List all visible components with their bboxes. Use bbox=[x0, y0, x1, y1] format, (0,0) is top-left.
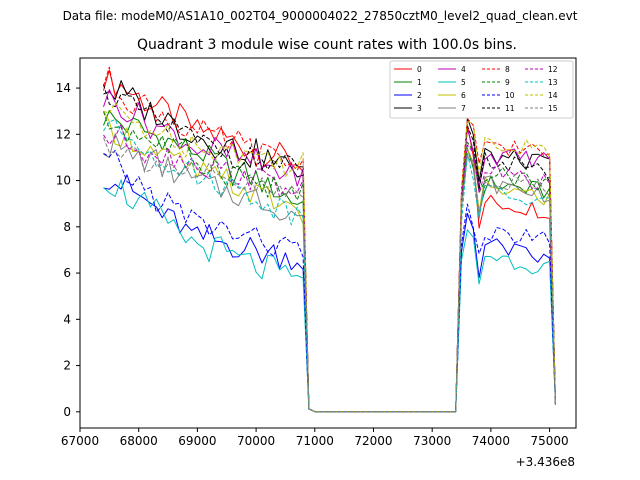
legend-label-4: 4 bbox=[461, 65, 466, 74]
legend-label-8: 8 bbox=[505, 65, 510, 74]
series-line-5 bbox=[103, 179, 556, 413]
series-line-8 bbox=[103, 66, 556, 413]
x-tick-label: 67000 bbox=[61, 434, 99, 448]
legend-label-3: 3 bbox=[417, 104, 422, 113]
series-line-11 bbox=[103, 84, 556, 413]
legend-label-14: 14 bbox=[548, 91, 558, 100]
x-tick-label: 74000 bbox=[472, 434, 510, 448]
series-line-14 bbox=[103, 102, 556, 413]
series-line-3 bbox=[103, 80, 556, 413]
chart-title: Quadrant 3 module wise count rates with … bbox=[137, 37, 517, 53]
legend-label-10: 10 bbox=[505, 91, 515, 100]
legend-label-11: 11 bbox=[505, 104, 515, 113]
x-tick-label: 73000 bbox=[413, 434, 451, 448]
series-line-15 bbox=[103, 137, 556, 413]
x-tick-label: 68000 bbox=[120, 434, 158, 448]
series-line-13 bbox=[103, 118, 556, 413]
series-line-1 bbox=[103, 110, 556, 413]
y-tick-label: 6 bbox=[63, 266, 71, 280]
series-line-12 bbox=[103, 123, 556, 413]
legend-label-6: 6 bbox=[461, 91, 466, 100]
series-line-2 bbox=[103, 174, 556, 413]
series-line-6 bbox=[103, 110, 556, 413]
legend-label-5: 5 bbox=[461, 78, 466, 87]
y-tick-label: 2 bbox=[63, 359, 71, 373]
legend-label-0: 0 bbox=[417, 65, 422, 74]
y-tick-label: 12 bbox=[56, 127, 71, 141]
x-tick-label: 69000 bbox=[178, 434, 216, 448]
axes-layer: 67000 68000 69000 70000 71000 72000 73000 74000… bbox=[56, 57, 577, 448]
x-tick-label: 75000 bbox=[530, 434, 568, 448]
y-tick-label: 10 bbox=[56, 174, 71, 188]
series-line-9 bbox=[103, 111, 556, 413]
legend-label-2: 2 bbox=[417, 91, 422, 100]
series-layer bbox=[103, 66, 556, 413]
series-line-10 bbox=[103, 149, 556, 413]
x-offset-label: +3.436e8 bbox=[516, 455, 575, 469]
suptitle: Data file: modeM0/AS1A10_002T04_90000040… bbox=[63, 9, 578, 23]
series-line-7 bbox=[103, 133, 556, 413]
y-tick-label: 14 bbox=[56, 81, 71, 95]
y-tick-label: 0 bbox=[63, 405, 71, 419]
axes-frame bbox=[79, 57, 577, 429]
legend-label-7: 7 bbox=[461, 104, 466, 113]
x-tick-label: 72000 bbox=[354, 434, 392, 448]
legend-label-15: 15 bbox=[548, 104, 558, 113]
legend-box bbox=[389, 60, 574, 119]
y-tick-label: 8 bbox=[63, 220, 71, 234]
x-tick-label: 71000 bbox=[296, 434, 334, 448]
x-tick-label: 70000 bbox=[237, 434, 275, 448]
y-tick-label: 4 bbox=[63, 312, 71, 326]
legend-label-12: 12 bbox=[548, 65, 558, 74]
legend-label-1: 1 bbox=[417, 78, 422, 87]
legend-label-13: 13 bbox=[548, 78, 558, 87]
series-line-4 bbox=[103, 89, 556, 413]
legend-label-9: 9 bbox=[505, 78, 510, 87]
